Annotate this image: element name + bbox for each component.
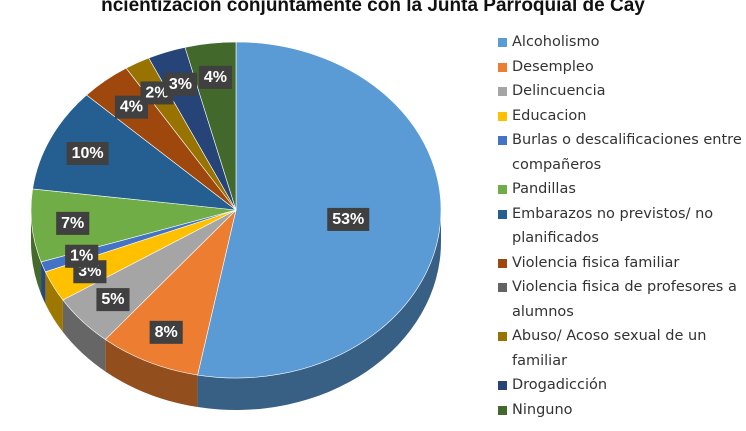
legend-label: Alcoholismo (512, 34, 600, 50)
legend-swatch (498, 405, 507, 415)
legend-label: Abuso/ Acoso sexual de un familiar (512, 328, 707, 369)
pie-tops (30, 41, 442, 379)
pie: 53%8%5%3%1%7%10%4%2%3% 4% (30, 41, 442, 410)
legend-item: Abuso/ Acoso sexual de un familiar (498, 324, 746, 373)
legend-swatch (498, 381, 507, 390)
legend-item: Pandillas (498, 177, 746, 202)
legend-item: Embarazos no previstos/ no planificados (498, 202, 746, 251)
data-label-box (327, 207, 370, 231)
data-label-box (56, 211, 90, 235)
legend-swatch (498, 136, 507, 145)
legend-swatch (498, 258, 507, 268)
legend-item: Alcoholismo (498, 30, 746, 55)
data-label: 2% (145, 84, 168, 101)
legend-item: Educacion (498, 104, 746, 129)
slice (32, 94, 238, 211)
legend-label: Burlas o descalificaciones entre compañe… (512, 132, 742, 173)
data-label-box (149, 320, 183, 344)
data-label: 3% (169, 76, 192, 93)
legend-item: Delincuencia (498, 79, 746, 104)
data-label-box (96, 288, 130, 312)
legend-label: Violencia fisica familiar (512, 254, 680, 271)
data-label-box (163, 72, 198, 96)
legend-swatch (498, 185, 507, 194)
legend-label: Violencia fisica de profesores a alumnos (512, 279, 737, 320)
legend-swatch (498, 283, 507, 292)
legend-item: Drogadicción (498, 373, 746, 398)
slice-side (41, 261, 46, 304)
legend-label: Drogadicción (512, 377, 608, 393)
data-label-box (114, 95, 149, 119)
legend-label: Desempleo (512, 58, 594, 75)
legend-swatch (498, 87, 507, 96)
legend-item: Violencia fisica de profesores a alumnos (498, 275, 746, 324)
legend-label: Ninguno (512, 401, 573, 418)
legend-item: Ninguno (498, 398, 746, 423)
legend-swatch (498, 332, 507, 341)
legend-label: Delincuencia (512, 83, 606, 99)
legend-item: Violencia fisica familiar (498, 251, 746, 276)
legend-swatch (498, 209, 507, 219)
data-label: 4% (120, 99, 143, 116)
legend-swatch (498, 62, 507, 72)
data-label-box (198, 65, 233, 89)
data-label-box (66, 141, 109, 166)
data-label: 10% (72, 145, 104, 162)
slice-side (197, 210, 441, 410)
data-label: 8% (155, 324, 178, 341)
legend-swatch (498, 38, 507, 47)
slice-side (31, 210, 42, 294)
legend: Alcoholismo Desempleo Delincuencia Educacio… (498, 30, 746, 422)
legend-label: Embarazos no previstos/ no planificados (512, 205, 714, 247)
data-label: 53% (332, 211, 364, 228)
legend-swatch (498, 111, 507, 121)
pie-labels: 53%8%5%3%1%7%10%4%2%3% 4% (56, 65, 370, 344)
legend-item: Desempleo (498, 55, 746, 80)
slice (104, 209, 237, 376)
data-label: 4% (204, 69, 227, 86)
legend-label: Pandillas (512, 181, 576, 197)
data-label: 1% (70, 248, 93, 265)
data-label-box (65, 244, 99, 268)
slice (197, 41, 442, 379)
pie-sides (31, 210, 441, 410)
slice-side (105, 339, 198, 408)
chart-title: ncientización conjuntamente con la Junta… (101, 0, 645, 16)
data-label: 5% (101, 291, 124, 308)
data-label: 7% (61, 215, 84, 232)
slice-side (62, 300, 106, 372)
slice-side (45, 271, 63, 333)
legend-label: Educacion (512, 107, 587, 124)
legend-item: Burlas o descalificaciones entre compañe… (498, 128, 746, 177)
